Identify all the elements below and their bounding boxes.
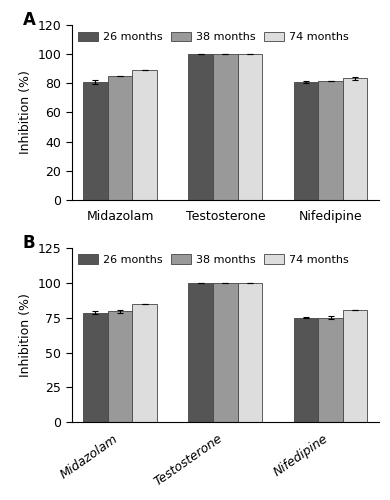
Legend: 26 months, 38 months, 74 months: 26 months, 38 months, 74 months: [77, 30, 350, 44]
Bar: [213, 282, 238, 422]
Bar: [238, 54, 262, 200]
Text: B: B: [23, 234, 35, 252]
Bar: [83, 312, 108, 422]
Bar: [108, 76, 132, 200]
Bar: [238, 282, 262, 422]
Bar: [318, 81, 343, 200]
Bar: [343, 310, 367, 422]
Y-axis label: Inhibition (%): Inhibition (%): [19, 293, 32, 377]
Y-axis label: Inhibition (%): Inhibition (%): [19, 70, 32, 154]
Bar: [343, 78, 367, 200]
Bar: [83, 82, 108, 200]
Bar: [294, 318, 318, 422]
Bar: [294, 82, 318, 200]
Bar: [213, 54, 238, 200]
Bar: [318, 318, 343, 422]
Bar: [132, 304, 157, 422]
Bar: [188, 54, 213, 200]
Bar: [108, 312, 132, 422]
Text: A: A: [23, 11, 35, 29]
Bar: [132, 70, 157, 200]
Legend: 26 months, 38 months, 74 months: 26 months, 38 months, 74 months: [77, 253, 350, 266]
Bar: [188, 282, 213, 422]
